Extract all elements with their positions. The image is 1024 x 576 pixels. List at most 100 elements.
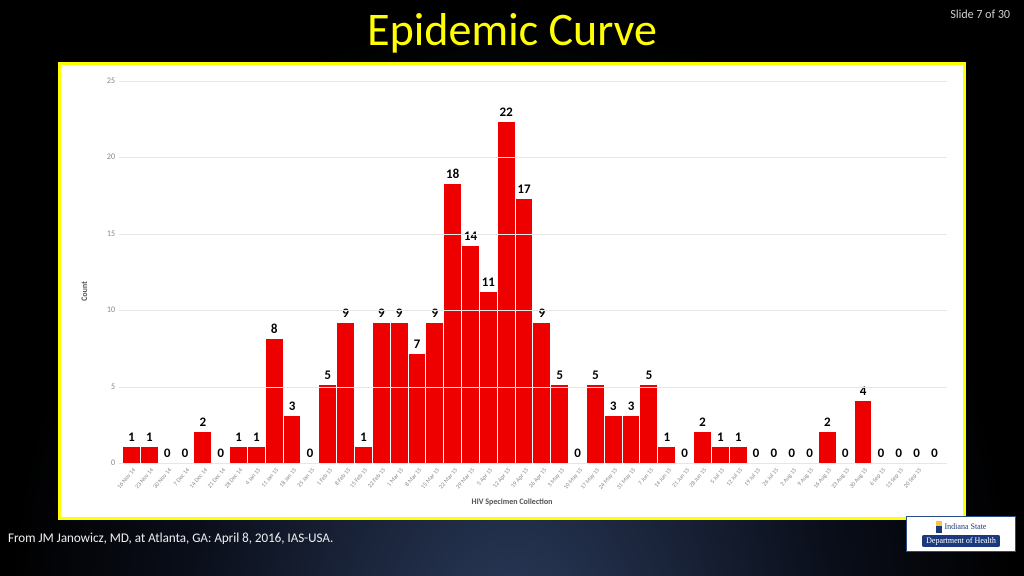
bar-value-label: 14 (464, 229, 477, 244)
x-tick-label: 25 Jan 15 (295, 466, 316, 489)
x-tick-label: 2 Aug 15 (778, 466, 798, 487)
bar-value-label: 0 (931, 446, 938, 461)
grid-line (119, 81, 947, 82)
bar-column: 2212 Apr 15 (498, 122, 515, 463)
x-tick-label: 28 Jun 15 (688, 466, 709, 489)
x-tick-label: 22 Feb 15 (366, 466, 387, 489)
bar-value-label: 0 (895, 446, 902, 461)
grid-line (119, 463, 947, 464)
x-tick-label: 16 Aug 15 (812, 466, 834, 490)
bar-value-label: 1 (663, 430, 670, 445)
bar-column: 115 Apr 15 (480, 292, 497, 463)
bar-column: 214 Dec 14 (194, 432, 211, 463)
bar-value-label: 0 (806, 446, 813, 461)
bar-value-label: 0 (771, 446, 778, 461)
bar-value-label: 22 (500, 105, 513, 120)
bar-column: 115 Feb 15 (355, 447, 372, 463)
bar-value-label: 1 (253, 430, 260, 445)
bar (658, 447, 675, 463)
bar-value-label: 0 (217, 446, 224, 461)
bar-column: 53 May 15 (551, 385, 568, 463)
bar-value-label: 1 (235, 430, 242, 445)
bar (498, 122, 515, 463)
bar (640, 385, 657, 463)
indiana-health-logo: Indiana State Department of Health (906, 516, 1016, 552)
x-tick-label: 30 Nov 14 (151, 466, 173, 490)
bar-column: 331 May 15 (623, 416, 640, 463)
x-tick-label: 19 Apr 15 (509, 466, 530, 489)
bar (444, 184, 461, 463)
bar-value-label: 3 (289, 399, 296, 414)
bar-column: 1719 Apr 15 (516, 199, 533, 463)
x-tick-label: 12 Jul 15 (724, 466, 744, 487)
x-tick-label: 23 Aug 15 (830, 466, 852, 490)
bar-column: 926 Apr 15 (533, 323, 550, 463)
bar (694, 432, 711, 463)
bar-value-label: 5 (324, 368, 331, 383)
y-tick-label: 25 (99, 76, 115, 86)
bar-value-label: 5 (646, 368, 653, 383)
bar-value-label: 0 (182, 446, 189, 461)
bar-column: 91 Mar 15 (391, 323, 408, 463)
bar (426, 323, 443, 463)
bar (123, 447, 140, 463)
x-tick-label: 30 Aug 15 (847, 466, 869, 490)
logo-dept-text: Department of Health (922, 535, 1000, 547)
x-tick-label: 1 Feb 15 (314, 466, 333, 487)
bar (819, 432, 836, 463)
chart-area: Count HIV Specimen Collection 116 Nov 14… (67, 71, 957, 511)
bar-value-label: 18 (446, 167, 459, 182)
bar-value-label: 1 (128, 430, 135, 445)
bar-column: 57 Jun 15 (640, 385, 657, 463)
bar-value-label: 5 (556, 368, 563, 383)
x-tick-label: 12 Apr 15 (491, 466, 512, 489)
y-tick-label: 15 (99, 229, 115, 239)
bar-column: 922 Feb 15 (373, 323, 390, 463)
bar-column: 123 Nov 14 (141, 447, 158, 463)
bar-value-label: 0 (878, 446, 885, 461)
bar (587, 385, 604, 463)
x-tick-label: 11 Jan 15 (259, 466, 280, 489)
bar-container: 116 Nov 14123 Nov 14030 Nov 1407 Dec 142… (119, 81, 947, 463)
bar-column: 14 Jan 15 (248, 447, 265, 463)
bar-column: 78 Mar 15 (409, 354, 426, 463)
x-axis-label: HIV Specimen Collection (472, 497, 553, 507)
plot-area: 116 Nov 14123 Nov 14030 Nov 1407 Dec 142… (119, 81, 947, 463)
bar-column: 114 Jun 15 (658, 447, 675, 463)
bar-value-label: 2 (200, 415, 207, 430)
bar-value-label: 5 (592, 368, 599, 383)
bar-column: 98 Feb 15 (337, 323, 354, 463)
x-tick-label: 26 Apr 15 (527, 466, 548, 489)
bar-value-label: 1 (360, 430, 367, 445)
bar-column: 1429 Mar 15 (462, 246, 479, 463)
bar-value-label: 0 (574, 446, 581, 461)
bar (373, 323, 390, 463)
grid-line (119, 234, 947, 235)
x-tick-label: 26 Jul 15 (760, 466, 780, 487)
bar (462, 246, 479, 463)
attribution-text: From JM Janowicz, MD, at Atlanta, GA: Ap… (8, 531, 333, 546)
y-tick-label: 20 (99, 152, 115, 162)
bar (605, 416, 622, 463)
bar-column: 116 Nov 14 (123, 447, 140, 463)
bar (623, 416, 640, 463)
bar (480, 292, 497, 463)
bar-value-label: 11 (482, 275, 495, 290)
bar-value-label: 8 (271, 322, 278, 337)
bar-column: 15 Jul 15 (712, 447, 729, 463)
bar (194, 432, 211, 463)
bar (266, 339, 283, 463)
bar-value-label: 0 (788, 446, 795, 461)
slide-number: Slide 7 of 30 (950, 8, 1010, 22)
bar-value-label: 2 (699, 415, 706, 430)
bar-value-label: 9 (396, 306, 403, 321)
chart-frame: Count HIV Specimen Collection 116 Nov 14… (58, 62, 966, 520)
bar-value-label: 9 (378, 306, 385, 321)
bar-value-label: 7 (414, 337, 421, 352)
bar-value-label: 17 (517, 182, 530, 197)
bar (409, 354, 426, 463)
bar (248, 447, 265, 463)
torch-icon (936, 521, 942, 533)
bar (355, 447, 372, 463)
bar-column: 1822 Mar 15 (444, 184, 461, 463)
